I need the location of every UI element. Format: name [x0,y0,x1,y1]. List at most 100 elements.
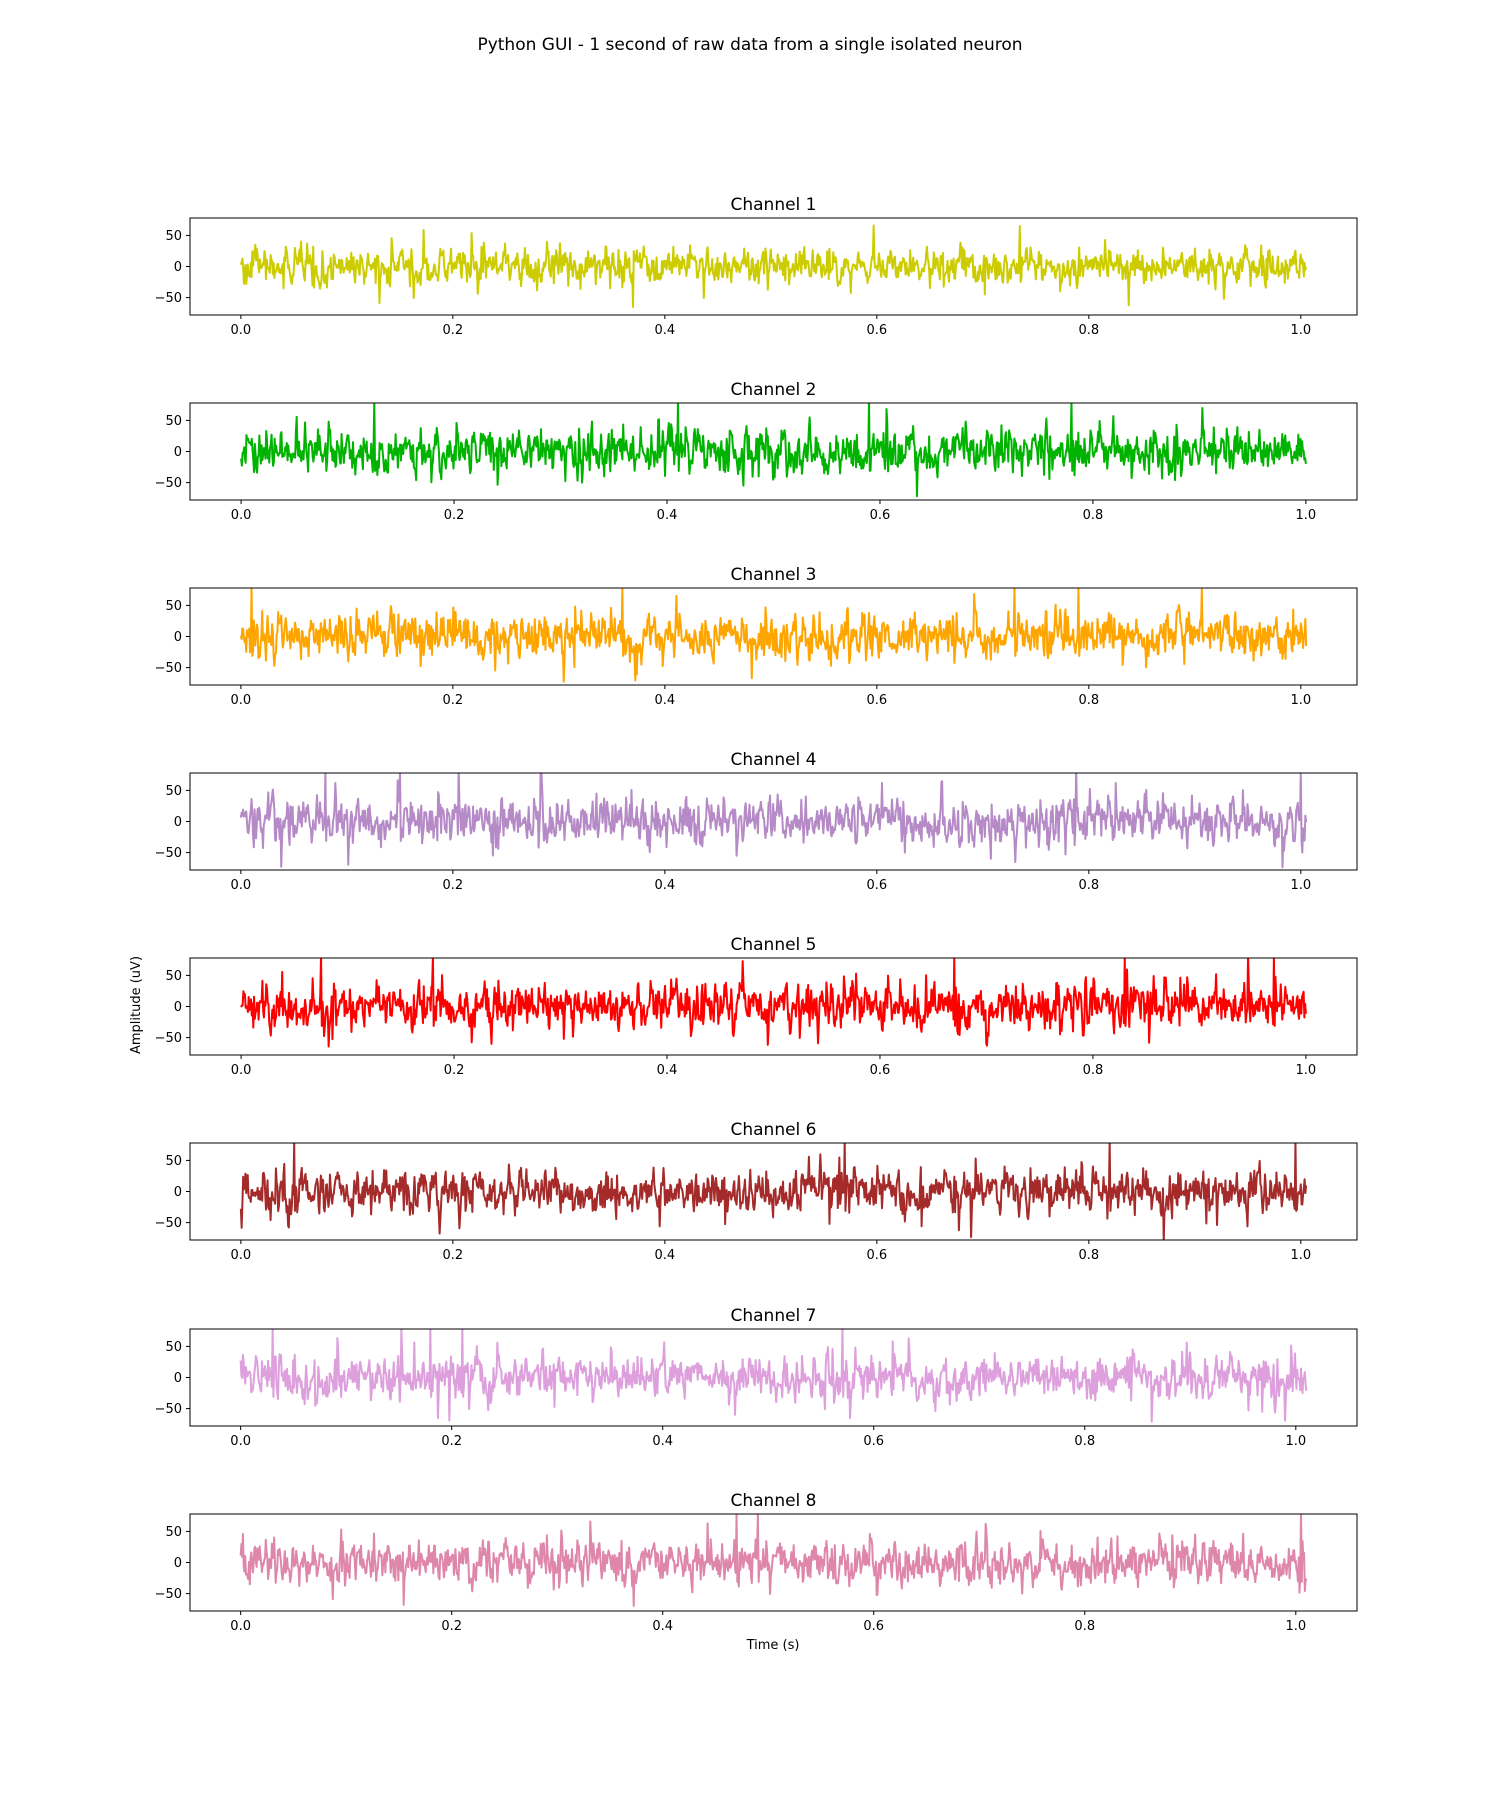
x-tick-label: 0.6 [867,323,888,338]
channel-panel-1: Channel 1 0.0 0.2 0.4 0.6 0.8 1.0 50 0 −50 [155,195,1358,338]
x-tick-label: 0.6 [867,1248,888,1263]
x-tick-label: 0.0 [231,508,252,523]
y-tick-label: 50 [165,969,182,984]
channel-6-title: Channel 6 [730,1120,816,1140]
x-tick-label: 0.8 [1083,1063,1104,1078]
x-tick-label: 0.6 [870,508,891,523]
x-tick-label: 1.0 [1285,1434,1306,1449]
x-tick-label: 0.2 [443,693,464,708]
x-tick-label: 0.4 [652,1619,673,1634]
channel-panel-8: Channel 8 0.0 0.2 0.4 0.6 0.8 1.0 50 0 −50 [155,1491,1358,1634]
y-tick-label: 0 [174,630,182,645]
channel-2-trace [240,403,1307,498]
channel-6-trace [239,1143,1308,1240]
channel-panels: Channel 10.0 0.2 0.4 0.6 0.8 1.0500−50Channel… [155,195,1358,1634]
channel-panel-3: Channel 3 0.0 0.2 0.4 0.6 0.8 1.0 50 0 −50 [155,565,1358,708]
channel-4-trace [239,773,1308,869]
y-tick-label: −50 [155,1216,182,1231]
channel-panel-7: Channel 7 0.0 0.2 0.4 0.6 0.8 1.0 50 0 −50 [155,1306,1358,1449]
x-tick-label: 0.8 [1074,1619,1095,1634]
channel-4-title: Channel 4 [730,750,816,770]
y-tick-label: 50 [165,1154,182,1169]
y-tick-label: −50 [155,476,182,491]
channel-1-trace [239,224,1308,308]
channel-1-title: Channel 1 [730,195,816,215]
x-tick-label: 0.4 [652,1434,673,1449]
channel-5-title: Channel 5 [730,935,816,955]
x-tick-label: 0.2 [441,1434,462,1449]
y-tick-label: 0 [174,1371,182,1386]
channel-7-title: Channel 7 [730,1306,816,1326]
x-tick-label: 0.2 [443,878,464,893]
channel-8-trace [239,1514,1308,1607]
x-tick-label: 1.0 [1290,878,1311,893]
y-tick-label: 0 [174,1185,182,1200]
channel-panel-6: Channel 6 0.0 0.2 0.4 0.6 0.8 1.0 50 0 −50 [155,1120,1358,1263]
y-tick-label: 50 [165,784,182,799]
y-axis-label: Amplitude (uV) [129,956,144,1054]
y-tick-label: 50 [165,1525,182,1540]
x-tick-label: 1.0 [1290,1248,1311,1263]
y-tick-label: 50 [165,599,182,614]
channel-8-title: Channel 8 [730,1491,816,1511]
x-tick-label: 0.4 [657,1063,678,1078]
x-tick-label: 0.6 [870,1063,891,1078]
x-tick-label: 0.0 [230,1619,251,1634]
x-tick-label: 1.0 [1296,1063,1317,1078]
x-tick-label: 0.4 [657,508,678,523]
y-tick-label: 0 [174,445,182,460]
y-tick-label: −50 [155,661,182,676]
x-tick-label: 0.8 [1083,508,1104,523]
channel-panel-5: Channel 5 0.0 0.2 0.4 0.6 0.8 1.0 50 0 −50 [155,935,1358,1078]
x-tick-label: 1.0 [1296,508,1317,523]
x-tick-label: 0.4 [655,693,676,708]
x-tick-label: 0.6 [863,1434,884,1449]
x-tick-label: 0.4 [655,323,676,338]
x-tick-label: 0.8 [1078,878,1099,893]
x-tick-label: 0.0 [231,693,252,708]
y-tick-label: 50 [165,1340,182,1355]
channel-panel-4: Channel 4 0.0 0.2 0.4 0.6 0.8 1.0 50 0 −50 [155,750,1358,893]
channel-3-trace [239,588,1308,683]
y-tick-label: −50 [155,846,182,861]
x-tick-label: 1.0 [1290,693,1311,708]
x-axis-label: Time (s) [746,1638,800,1653]
y-tick-label: 0 [174,1556,182,1571]
x-tick-label: 0.8 [1078,323,1099,338]
x-tick-label: 0.2 [441,1619,462,1634]
channel-3-title: Channel 3 [730,565,816,585]
channel-2-title: Channel 2 [730,380,816,400]
y-tick-label: 0 [174,815,182,830]
x-tick-label: 1.0 [1285,1619,1306,1634]
y-tick-label: 0 [174,260,182,275]
figure-title: Python GUI - 1 second of raw data from a… [477,35,1022,55]
y-tick-label: −50 [155,1402,182,1417]
x-tick-label: 0.8 [1078,693,1099,708]
x-tick-label: 0.2 [443,323,464,338]
x-tick-label: 0.2 [444,1063,465,1078]
x-tick-label: 0.4 [655,878,676,893]
x-tick-label: 0.0 [231,323,252,338]
channel-7-trace [239,1329,1308,1423]
y-tick-label: −50 [155,291,182,306]
x-tick-label: 0.0 [230,1434,251,1449]
channel-5-trace [240,958,1307,1048]
x-tick-label: 0.2 [444,508,465,523]
y-tick-label: 50 [165,229,182,244]
x-tick-label: 0.6 [867,693,888,708]
y-tick-label: −50 [155,1031,182,1046]
x-tick-label: 0.6 [867,878,888,893]
x-tick-label: 0.8 [1078,1248,1099,1263]
x-tick-label: 0.0 [231,878,252,893]
y-tick-label: 50 [165,414,182,429]
x-tick-label: 1.0 [1290,323,1311,338]
x-tick-label: 0.6 [863,1619,884,1634]
channel-panel-2: Channel 2 0.0 0.2 0.4 0.6 0.8 1.0 50 0 −50 [155,380,1358,523]
y-tick-label: −50 [155,1587,182,1602]
x-tick-label: 0.4 [655,1248,676,1263]
x-tick-label: 0.2 [443,1248,464,1263]
x-tick-label: 0.0 [231,1248,252,1263]
x-tick-label: 0.8 [1074,1434,1095,1449]
